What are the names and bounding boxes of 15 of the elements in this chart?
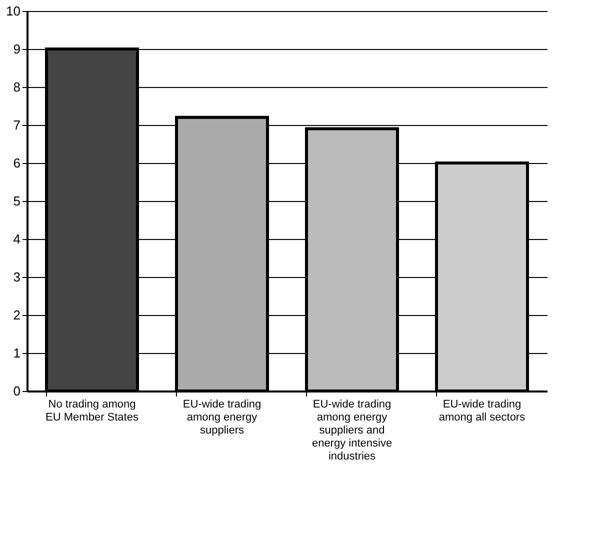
- y-tick-label: 0: [13, 384, 20, 398]
- y-tick-label: 1: [13, 346, 20, 360]
- y-tick-label: 4: [13, 232, 20, 246]
- y-tick-label: 7: [13, 118, 20, 132]
- y-tick-label: 2: [13, 308, 20, 322]
- x-tick-label: EU-wide trading among all sectors: [438, 398, 526, 424]
- y-tick-label: 10: [6, 4, 20, 18]
- x-tick-label: No trading among EU Member States: [46, 398, 139, 424]
- y-tick-label: 5: [13, 194, 20, 208]
- y-tick-label: 9: [13, 42, 20, 56]
- y-tick-label: 8: [13, 80, 20, 94]
- y-tick-label: 3: [13, 270, 20, 284]
- x-tick-label: EU-wide trading among energy suppliers: [182, 398, 262, 436]
- y-tick-label: 6: [13, 156, 20, 170]
- x-tick-label: EU-wide trading among energy suppliers and energy intensive industries: [312, 398, 392, 462]
